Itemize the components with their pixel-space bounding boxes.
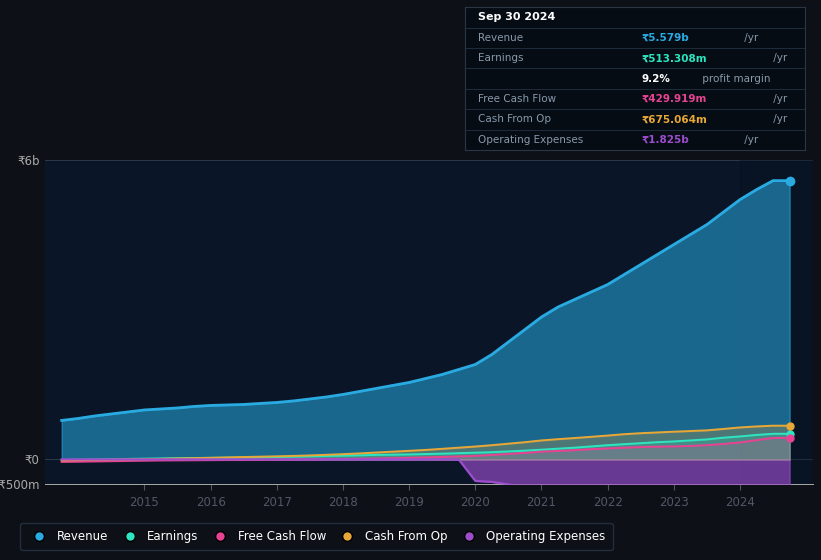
Text: Earnings: Earnings bbox=[479, 53, 524, 63]
Text: ₹1.825b: ₹1.825b bbox=[641, 135, 689, 145]
Text: ₹429.919m: ₹429.919m bbox=[641, 94, 707, 104]
Text: Operating Expenses: Operating Expenses bbox=[479, 135, 584, 145]
Text: /yr: /yr bbox=[770, 94, 787, 104]
Text: ₹5.579b: ₹5.579b bbox=[641, 33, 689, 43]
Text: /yr: /yr bbox=[741, 135, 759, 145]
Text: ₹675.064m: ₹675.064m bbox=[641, 114, 708, 124]
Legend: Revenue, Earnings, Free Cash Flow, Cash From Op, Operating Expenses: Revenue, Earnings, Free Cash Flow, Cash … bbox=[21, 523, 612, 550]
Text: /yr: /yr bbox=[770, 53, 787, 63]
Text: profit margin: profit margin bbox=[699, 74, 770, 83]
Text: Sep 30 2024: Sep 30 2024 bbox=[479, 12, 556, 22]
Text: Cash From Op: Cash From Op bbox=[479, 114, 551, 124]
Text: ₹513.308m: ₹513.308m bbox=[641, 53, 707, 63]
Bar bbox=[740, 160, 813, 484]
Text: 9.2%: 9.2% bbox=[641, 74, 670, 83]
Text: Free Cash Flow: Free Cash Flow bbox=[479, 94, 557, 104]
Text: /yr: /yr bbox=[741, 33, 759, 43]
Text: Revenue: Revenue bbox=[479, 33, 524, 43]
Text: /yr: /yr bbox=[770, 114, 787, 124]
